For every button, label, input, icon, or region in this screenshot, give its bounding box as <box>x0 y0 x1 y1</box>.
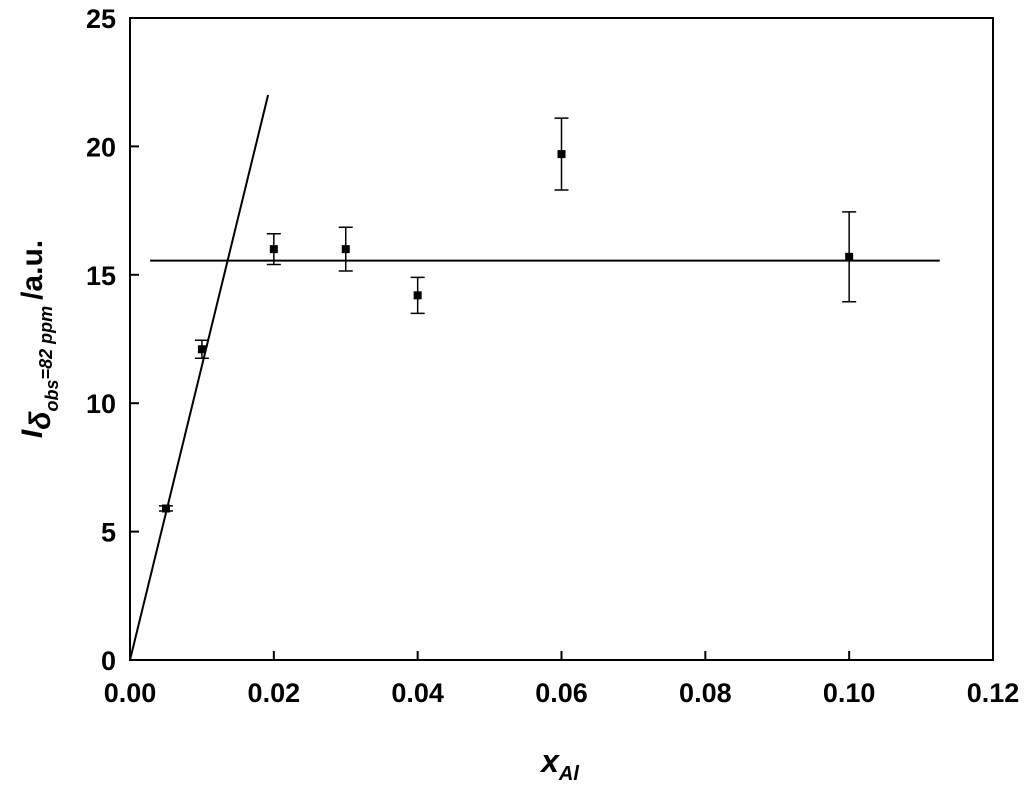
y-tick-label: 5 <box>101 518 116 548</box>
data-point <box>413 291 422 300</box>
x-tick-label: 0.12 <box>967 678 1020 708</box>
y-label-subsub: obs <box>42 379 62 411</box>
y-tick-label: 15 <box>86 261 116 291</box>
y-label-tail: =82 ppm <box>36 306 56 380</box>
y-tick-label: 25 <box>86 4 116 34</box>
data-point <box>197 345 206 354</box>
fit-line <box>129 94 270 661</box>
data-point <box>845 252 854 261</box>
data-point <box>161 504 170 513</box>
x-tick-label: 0.04 <box>391 678 444 708</box>
plot-frame <box>129 17 994 661</box>
x-tick-label: 0.00 <box>104 678 157 708</box>
x-tick-label: 0.02 <box>248 678 301 708</box>
y-tick-label: 10 <box>86 389 116 419</box>
y-tick-label: 0 <box>101 646 116 676</box>
y-axis-label: Iδobs=82 ppm/a.u. <box>16 240 62 438</box>
x-label-main: x <box>539 743 560 779</box>
x-tick-label: 0.06 <box>535 678 588 708</box>
x-tick-label: 0.10 <box>823 678 876 708</box>
data-point <box>341 245 350 254</box>
data-point <box>557 150 566 159</box>
y-tick-label: 20 <box>86 132 116 162</box>
data-point <box>269 245 278 254</box>
y-label-sub: δ <box>24 411 57 430</box>
x-tick-label: 0.08 <box>679 678 732 708</box>
y-label-unit: /a.u. <box>16 240 49 300</box>
y-label-main: I <box>16 429 49 438</box>
x-axis-label: xAl <box>539 743 579 785</box>
x-label-sub: Al <box>558 763 579 785</box>
